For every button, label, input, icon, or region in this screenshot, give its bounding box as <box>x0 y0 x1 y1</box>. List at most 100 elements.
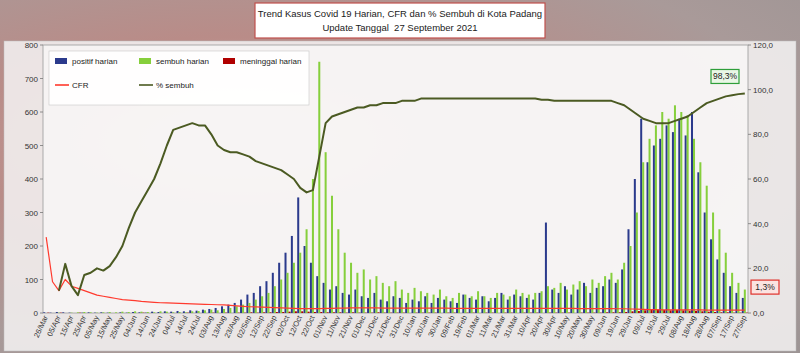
bar <box>90 312 92 313</box>
bar <box>261 296 263 313</box>
bar <box>708 312 710 313</box>
bar <box>464 295 466 313</box>
bar <box>145 312 147 313</box>
bar <box>655 125 657 313</box>
bar <box>358 312 360 313</box>
bar <box>246 295 248 313</box>
bar <box>109 312 111 313</box>
bar <box>627 229 629 313</box>
bar <box>638 311 640 313</box>
bar <box>257 312 259 313</box>
bar <box>678 119 680 313</box>
bar <box>558 293 560 313</box>
bar <box>217 310 219 313</box>
bar <box>138 312 140 313</box>
bar <box>111 313 113 314</box>
y2-tick <box>748 45 751 46</box>
bar <box>312 179 314 313</box>
bar <box>77 312 79 313</box>
bar <box>88 312 90 313</box>
bar <box>58 312 60 313</box>
bar <box>331 196 333 313</box>
legend-swatch <box>55 84 69 86</box>
bar <box>200 313 202 314</box>
bar <box>253 293 255 313</box>
bar <box>151 312 153 313</box>
bar <box>647 162 649 313</box>
x-tick-label: 27/Sep <box>730 314 748 339</box>
bar <box>589 293 591 313</box>
y2-tick-label: 40,0 <box>753 220 769 229</box>
annotation-box <box>751 280 779 294</box>
bar <box>661 112 663 313</box>
bar <box>73 313 75 314</box>
y2-tick <box>748 268 751 269</box>
bar <box>107 312 109 313</box>
bar <box>422 312 424 313</box>
bar <box>285 253 287 313</box>
bar <box>475 300 477 313</box>
bar <box>81 312 83 313</box>
bar <box>348 295 350 313</box>
x-tick-label: 24/Jun <box>147 314 165 338</box>
bar <box>212 312 214 313</box>
bar <box>373 293 375 313</box>
bar <box>670 310 672 313</box>
bar <box>352 312 354 313</box>
y2-tick-label: 20,0 <box>753 264 769 273</box>
legend-swatch <box>139 84 153 86</box>
bar <box>206 313 208 314</box>
y2-tick-label: 120,0 <box>753 41 774 50</box>
bar <box>704 213 706 314</box>
subtitle: Update Tanggal 27 September 2021 <box>322 22 477 33</box>
bar <box>314 312 316 313</box>
bar <box>492 312 494 313</box>
bar <box>79 312 81 313</box>
bar <box>193 313 195 314</box>
bar <box>168 313 170 314</box>
bar <box>142 312 144 313</box>
bar <box>210 310 212 313</box>
bar <box>386 301 388 313</box>
bar <box>716 259 718 313</box>
bar <box>439 290 441 313</box>
bar <box>629 246 631 313</box>
chart-svg: Trend Kasus Covid 19 Harian, CFR dan % S… <box>0 0 800 353</box>
bar <box>291 236 293 313</box>
bar <box>725 253 727 313</box>
bar <box>123 313 125 314</box>
legend-swatch <box>55 58 67 64</box>
bar <box>649 139 651 313</box>
bar <box>325 152 327 313</box>
bar <box>437 298 439 313</box>
bar <box>522 293 524 313</box>
bar <box>666 125 668 313</box>
bar <box>426 293 428 313</box>
bar <box>231 313 233 314</box>
bar <box>399 298 401 313</box>
bar <box>225 312 227 313</box>
bar <box>335 286 337 313</box>
bar <box>640 119 642 313</box>
bar <box>149 313 151 314</box>
bar <box>471 296 473 313</box>
bar <box>140 312 142 313</box>
bar <box>282 312 284 313</box>
x-tick-label: 29/Jun <box>617 314 635 338</box>
bar <box>420 291 422 313</box>
bar <box>619 312 621 313</box>
bar <box>56 312 58 313</box>
bar <box>596 288 598 313</box>
y2-tick <box>748 134 751 135</box>
y2-tick <box>748 89 751 90</box>
bar <box>310 263 312 313</box>
bar <box>636 213 638 314</box>
bar <box>337 229 339 313</box>
bar <box>668 119 670 313</box>
bar <box>250 312 252 313</box>
bar <box>555 312 557 313</box>
bar <box>208 309 210 313</box>
bar <box>215 308 217 313</box>
bar <box>496 293 498 313</box>
y2-tick <box>748 313 751 314</box>
